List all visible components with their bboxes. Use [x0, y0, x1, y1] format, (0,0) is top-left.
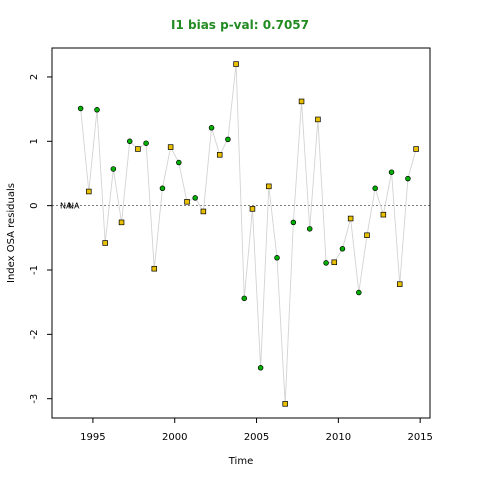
data-point-circle: [274, 255, 280, 261]
y-tick-label: 1: [29, 138, 40, 144]
x-tick-label: 2005: [244, 432, 269, 443]
data-point-circle: [225, 136, 231, 143]
data-point-circle: [339, 246, 346, 252]
data-point-circle: [208, 125, 215, 131]
data-point-square: [86, 188, 92, 195]
zero-line-label: NA: [68, 202, 80, 211]
data-point-circle: [176, 159, 182, 166]
data-point-square: [347, 215, 354, 222]
data-point-circle: [94, 107, 100, 113]
data-point-circle: [126, 138, 133, 145]
data-point-circle: [405, 175, 411, 182]
data-point-square: [364, 232, 370, 239]
x-tick-label: 2010: [326, 432, 351, 443]
y-tick-label: 0: [29, 202, 40, 208]
data-point-circle: [388, 169, 395, 175]
data-point-circle: [110, 166, 117, 172]
y-tick-label: -1: [29, 265, 40, 275]
data-point-circle: [290, 219, 297, 226]
chart-title: I1 bias p-val: 0.7057: [171, 18, 309, 32]
data-point-circle: [143, 140, 149, 146]
data-point-square: [331, 259, 338, 266]
data-point-circle: [159, 185, 166, 192]
data-point-circle: [323, 260, 329, 266]
data-point-square: [396, 281, 403, 287]
data-point-square: [118, 219, 125, 226]
axes: 1995 2000 2005 2010 2015 -3 -2 -1 0 1 2: [29, 74, 433, 443]
data-point-square: [151, 265, 158, 272]
x-tick-label: 2015: [407, 432, 432, 443]
data-point-circle: [241, 295, 248, 302]
data-point-square: [167, 144, 174, 150]
data-point-square: [315, 116, 321, 123]
plot-frame: [51, 47, 431, 419]
data-point-square: [413, 146, 419, 152]
data-point-circle: [77, 105, 84, 112]
data-point-square: [216, 152, 223, 158]
data-point-square: [233, 61, 239, 67]
data-point-square: [184, 199, 190, 205]
data-point-square: [298, 98, 305, 105]
x-axis-label: Time: [228, 456, 253, 467]
x-tick-label: 2000: [162, 432, 187, 443]
y-tick-label: 2: [29, 74, 40, 80]
data-point-square: [135, 146, 141, 152]
data-point-circle: [306, 226, 313, 232]
data-point-square: [102, 240, 108, 246]
data-point-square: [200, 208, 207, 215]
data-point-square: [266, 183, 272, 190]
data-point-square: [380, 211, 387, 218]
data-point-circle: [372, 185, 378, 192]
data-point-square: [282, 401, 288, 407]
data-point-circle: [257, 365, 264, 371]
zero-line-label: NA: [60, 202, 72, 211]
x-tick-label: 1995: [80, 432, 105, 443]
y-tick-label: -3: [29, 394, 40, 404]
y-tick-label: -2: [29, 329, 40, 339]
data-point-square: [249, 206, 256, 212]
y-axis-label: Index OSA residuals: [6, 183, 17, 283]
data-point-circle: [356, 289, 362, 296]
data-point-circle: [192, 195, 198, 201]
